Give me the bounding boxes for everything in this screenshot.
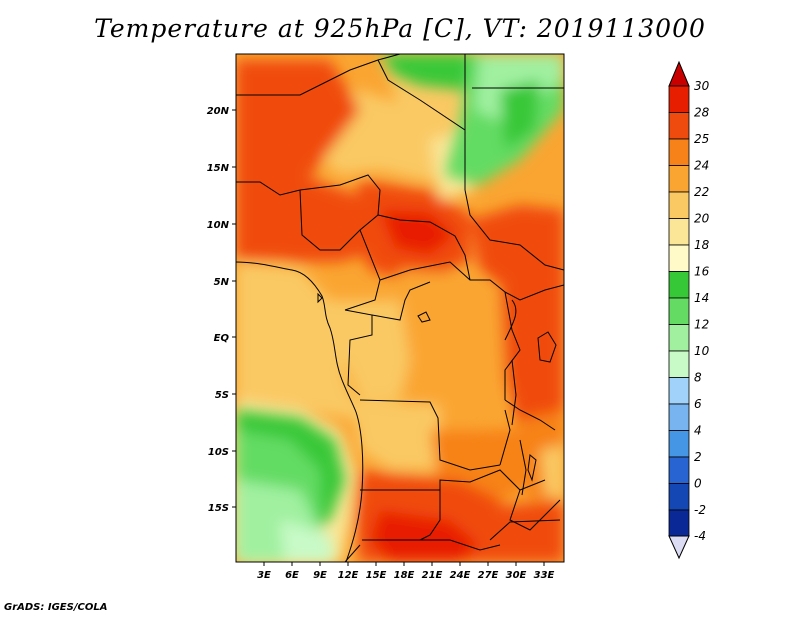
colorbar-bin [668, 244, 690, 272]
lon-label-33e: 33E [534, 570, 555, 581]
colorbar-bin [668, 218, 690, 246]
colorbar-bin [668, 138, 690, 166]
colorbar-bin [668, 271, 690, 299]
lat-label-5s: 5S [215, 390, 229, 401]
colorbar-bin [668, 403, 690, 431]
colorbar-label: 2 [694, 450, 702, 464]
latitude-labels: 20N 15N 10N 5N EQ 5S 10S 15S [207, 106, 230, 514]
colorbar-label: -2 [694, 503, 706, 517]
colorbar-bin [668, 430, 690, 458]
colorbar-labels: 30 28 25 24 22 20 18 16 14 12 10 8 6 4 2… [694, 79, 710, 543]
lat-label-5n: 5N [214, 277, 230, 288]
lon-label-9e: 9E [313, 570, 327, 581]
lat-label-10n: 10N [207, 220, 230, 231]
colorbar-label: 28 [694, 106, 710, 120]
colorbar-label: 6 [694, 397, 702, 411]
country-boundaries [236, 54, 564, 562]
colorbar-label: 12 [694, 318, 709, 332]
colorbar-label: 25 [694, 132, 709, 146]
colorbar-bottom-arrow [668, 535, 690, 560]
lon-label-30e: 30E [506, 570, 527, 581]
grads-credit: GrADS: IGES/COLA [4, 602, 108, 613]
lon-label-3e: 3E [257, 570, 271, 581]
colorbar-label: 20 [694, 212, 710, 226]
temperature-field [236, 54, 564, 562]
colorbar-bin [668, 377, 690, 405]
map-frame [235, 53, 565, 563]
colorbar-label: 16 [694, 265, 710, 279]
colorbar-bin [668, 165, 690, 193]
colorbar-bin [668, 191, 690, 219]
lon-label-24e: 24E [450, 570, 471, 581]
longitude-ticks [263, 562, 545, 566]
lon-label-27e: 27E [478, 570, 499, 581]
colorbar-bin [668, 456, 690, 484]
colorbar-label: 14 [694, 291, 709, 305]
lat-label-20n: 20N [207, 106, 230, 117]
colorbar-label: 8 [694, 371, 702, 385]
lon-label-6e: 6E [285, 570, 299, 581]
lon-label-21e: 21E [422, 570, 443, 581]
colorbar-label: 18 [694, 238, 710, 252]
colorbar-bin [668, 350, 690, 378]
lat-label-15n: 15N [207, 163, 230, 174]
colorbar-bin [668, 112, 690, 140]
colorbar [668, 60, 690, 560]
colorbar-bin [668, 324, 690, 352]
colorbar-bin [668, 85, 690, 113]
colorbar-bin [668, 483, 690, 511]
map-title: Temperature at 925hPa [C], VT: 201911300… [94, 14, 706, 43]
lon-label-18e: 18E [394, 570, 415, 581]
colorbar-label: 10 [694, 344, 710, 358]
lat-label-15s: 15S [208, 503, 229, 514]
lat-label-eq: EQ [214, 333, 230, 344]
longitude-labels: 3E 6E 9E 12E 15E 18E 21E 24E 27E 30E 33E [257, 570, 554, 581]
colorbar-label: 24 [694, 159, 709, 173]
colorbar-label: 30 [694, 79, 710, 93]
colorbar-top-arrow [668, 60, 690, 87]
colorbar-bin [668, 509, 690, 537]
colorbar-label: 22 [694, 185, 709, 199]
colorbar-label: 0 [694, 477, 702, 491]
lon-label-15e: 15E [366, 570, 387, 581]
colorbar-label: -4 [694, 529, 706, 543]
colorbar-bin [668, 297, 690, 325]
lat-label-10s: 10S [208, 447, 229, 458]
latitude-ticks [232, 109, 236, 508]
colorbar-label: 4 [694, 424, 702, 438]
lon-label-12e: 12E [338, 570, 359, 581]
